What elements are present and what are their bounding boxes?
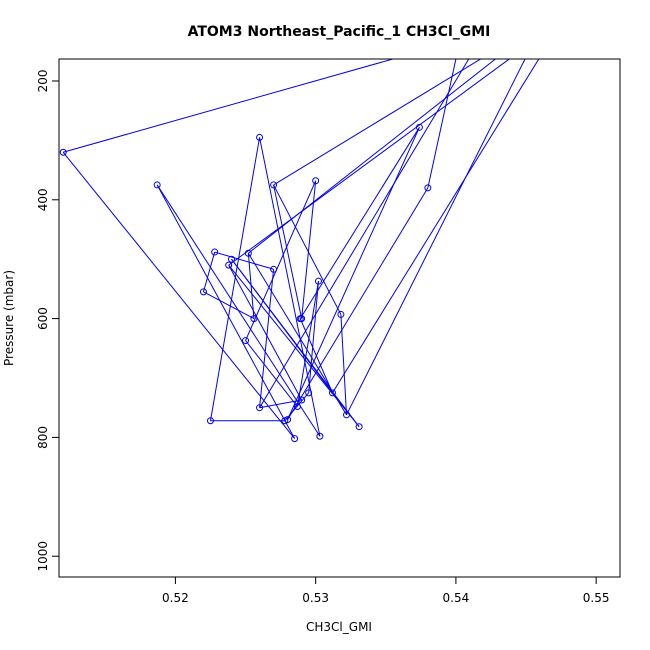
- series-segment: [214, 251, 274, 270]
- data-point: [256, 404, 264, 412]
- series-segment: [156, 184, 296, 439]
- series-segment: [301, 180, 317, 319]
- data-point: [199, 288, 207, 296]
- data-point: [270, 265, 278, 273]
- data-point: [298, 396, 306, 404]
- data-point: [355, 423, 363, 431]
- series-segment: [62, 151, 296, 439]
- y-tick-label: 200: [36, 70, 50, 93]
- data-point: [206, 417, 214, 425]
- series-layer: [59, 59, 540, 443]
- series-segment: [209, 137, 261, 421]
- series-segment: [296, 281, 319, 407]
- data-point: [296, 315, 304, 323]
- series-segment: [245, 340, 298, 407]
- series-segment: [299, 127, 420, 319]
- y-tick-label: 400: [36, 188, 50, 211]
- series-segment: [63, 59, 393, 153]
- x-tick-label: 0.52: [162, 591, 189, 605]
- data-point: [59, 148, 67, 156]
- data-point: [211, 248, 219, 256]
- data-point: [293, 403, 301, 411]
- data-point: [314, 277, 322, 285]
- data-point: [242, 337, 250, 345]
- series-segment: [202, 251, 216, 292]
- x-tick-label: 0.53: [302, 591, 329, 605]
- data-point: [270, 181, 278, 189]
- data-point: [228, 255, 236, 263]
- plot-frame: [58, 58, 621, 578]
- series-segment: [259, 269, 275, 408]
- series-segment: [273, 184, 342, 315]
- data-point: [250, 315, 258, 323]
- series-segment: [231, 258, 333, 394]
- series-segment: [273, 184, 303, 319]
- series-segment: [228, 264, 360, 428]
- y-tick-label: 600: [36, 307, 50, 330]
- chart-title: ATOM3 Northeast_Pacific_1 CH3Cl_GMI: [188, 24, 491, 40]
- series-segment: [332, 59, 540, 394]
- series-segment: [245, 180, 317, 341]
- series-segment: [228, 264, 303, 401]
- y-axis: 200 400 600 800 1000: [36, 70, 60, 572]
- x-tick-label: 0.54: [443, 591, 470, 605]
- series-segment: [427, 59, 457, 189]
- data-point: [328, 389, 336, 397]
- data-point: [291, 435, 299, 443]
- data-point: [312, 177, 320, 185]
- series-segment: [346, 59, 526, 416]
- data-point: [225, 261, 233, 269]
- data-point: [316, 432, 324, 440]
- y-axis-label: Pressure (mbar): [2, 270, 16, 366]
- x-axis: 0.52 0.53 0.54 0.55: [162, 576, 610, 605]
- data-point: [153, 181, 161, 189]
- series-segment: [308, 281, 319, 393]
- series-segment: [259, 399, 302, 409]
- series-segment: [287, 187, 429, 420]
- series-segment: [259, 59, 470, 408]
- series-segment: [340, 314, 348, 415]
- series-segment: [203, 291, 255, 320]
- data-point: [256, 133, 264, 141]
- series-segment: [287, 127, 420, 420]
- data-point: [337, 310, 345, 318]
- data-point: [424, 184, 432, 192]
- series-segment: [259, 137, 321, 437]
- y-tick-label: 1000: [36, 541, 50, 572]
- x-axis-label: CH3Cl_GMI: [306, 620, 372, 634]
- x-tick-label: 0.55: [583, 591, 610, 605]
- series-segment: [248, 59, 497, 254]
- data-point: [343, 411, 351, 419]
- series-segment: [228, 59, 511, 266]
- data-point: [284, 416, 292, 424]
- y-tick-label: 800: [36, 426, 50, 449]
- series-segment: [273, 59, 482, 186]
- data-point: [305, 389, 313, 397]
